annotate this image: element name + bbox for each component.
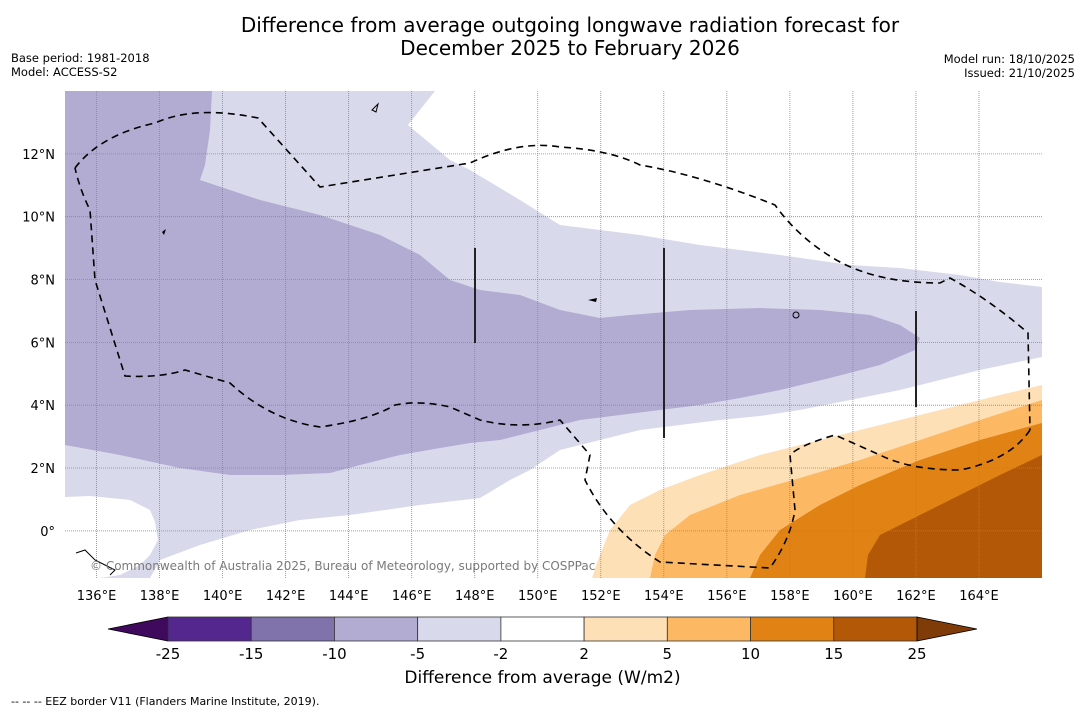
lon-tick-label: 138°E	[140, 589, 180, 604]
lon-tick-label: 150°E	[518, 589, 558, 604]
lon-tick-label: 140°E	[203, 589, 243, 604]
island-new-guinea-coast	[75, 549, 116, 576]
region-near-zero-sw	[65, 496, 158, 578]
longitude-labels: 136°E 138°E 140°E 142°E 144°E 146°E 148°E 150°E…	[77, 589, 999, 604]
colorbar: -25 -15 -10 -5 -2 2 5 10 15 25	[107, 616, 978, 663]
lat-tick-label: 12°N	[22, 148, 55, 163]
island-pohnpei	[792, 311, 800, 319]
island-yap	[162, 229, 166, 235]
colorbar-bin	[250, 616, 335, 642]
colorbar-tick-label: -15	[239, 645, 264, 663]
title-line-1: Difference from average outgoing longwav…	[240, 13, 900, 37]
title-line-2: December 2025 to February 2026	[400, 36, 740, 60]
lon-tick-label: 158°E	[770, 589, 810, 604]
lon-tick-label: 152°E	[581, 589, 621, 604]
metadata-right: Model run: 18/10/2025 Issued: 21/10/2025	[944, 52, 1075, 80]
base-period: Base period: 1981-2018	[11, 51, 150, 65]
colorbar-tick-label: 25	[907, 645, 926, 663]
colorbar-tick-label: 10	[741, 645, 760, 663]
lat-tick-label: 4°N	[31, 399, 56, 414]
colorbar-tick-label: -10	[322, 645, 347, 663]
island-guam	[371, 102, 379, 113]
eez-border-east-lower	[74, 167, 1031, 569]
metadata-left: Base period: 1981-2018 Model: ACCESS-S2	[11, 51, 150, 79]
colorbar-tick-label: 5	[663, 645, 673, 663]
chart-title: Difference from average outgoing longwav…	[0, 14, 1085, 60]
gridlines	[65, 91, 1042, 578]
colorbar-tick-label: -2	[493, 645, 508, 663]
island-chuuk	[588, 298, 597, 302]
copyright-text: © Commonwealth of Australia 2025, Bureau…	[90, 559, 595, 573]
latitude-labels: 0° 2°N 4°N 6°N 8°N 10°N 12°N	[22, 148, 55, 540]
map-area: © Commonwealth of Australia 2025, Bureau…	[65, 91, 1042, 578]
colorbar-extend-min	[107, 616, 169, 642]
lon-tick-label: 162°E	[896, 589, 936, 604]
lon-tick-label: 164°E	[959, 589, 999, 604]
colorbar-tick-label: -25	[156, 645, 181, 663]
issued-date: Issued: 21/10/2025	[964, 66, 1075, 80]
colorbar-tick-label: 2	[579, 645, 589, 663]
colorbar-tick-label: 15	[824, 645, 843, 663]
colorbar-bin	[833, 616, 918, 642]
lon-tick-label: 136°E	[77, 589, 117, 604]
lon-tick-label: 146°E	[392, 589, 432, 604]
colorbar-bin	[750, 616, 835, 642]
eez-border-west	[74, 111, 1031, 431]
eez-footnote: -- -- -- EEZ border V11 (Flanders Marine…	[11, 695, 320, 708]
lon-tick-label: 160°E	[833, 589, 873, 604]
colorbar-extend-max	[916, 616, 978, 642]
lat-tick-label: 6°N	[31, 336, 56, 351]
lon-tick-label: 144°E	[329, 589, 369, 604]
colorbar-bin	[583, 616, 668, 642]
colorbar-bin	[666, 616, 751, 642]
model-run: Model run: 18/10/2025	[943, 52, 1075, 66]
colorbar-bin	[500, 616, 585, 642]
colorbar-tick-label: -5	[410, 645, 425, 663]
colorbar-label: Difference from average (W/m2)	[404, 668, 681, 688]
lon-tick-label: 148°E	[455, 589, 495, 604]
lon-tick-label: 142°E	[266, 589, 306, 604]
colorbar-bin	[334, 616, 419, 642]
region-minus10-to-minus5	[65, 91, 920, 475]
lat-tick-label: 8°N	[31, 274, 56, 289]
lon-tick-label: 154°E	[644, 589, 684, 604]
colorbar-bin	[417, 616, 502, 642]
colorbar-bin	[167, 616, 252, 642]
lon-tick-label: 156°E	[707, 589, 747, 604]
lat-tick-label: 2°N	[31, 462, 56, 477]
model-name: Model: ACCESS-S2	[11, 65, 118, 79]
lat-tick-label: 10°N	[22, 211, 55, 226]
lat-tick-label: 0°	[40, 525, 55, 540]
region-15-to-25	[865, 455, 1042, 578]
